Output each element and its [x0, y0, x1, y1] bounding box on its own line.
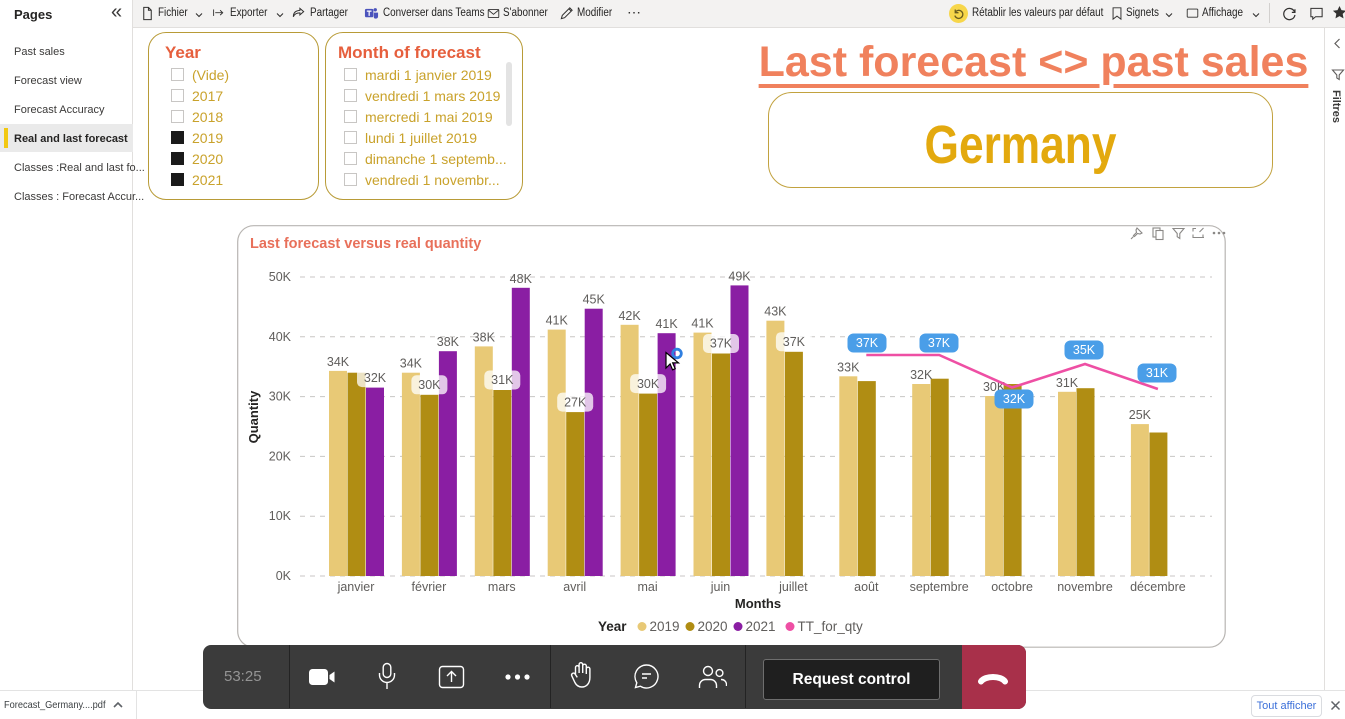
svg-text:juillet: juillet [778, 580, 808, 594]
svg-text:31K: 31K [1056, 376, 1079, 390]
svg-text:Months: Months [735, 596, 781, 611]
svg-text:mars: mars [488, 580, 516, 594]
svg-text:33K: 33K [837, 360, 860, 374]
svg-text:0K: 0K [276, 569, 292, 583]
svg-text:40K: 40K [269, 330, 292, 344]
svg-text:mai: mai [638, 580, 658, 594]
svg-text:42K: 42K [618, 309, 641, 323]
svg-text:30K: 30K [637, 377, 660, 391]
svg-text:31K: 31K [491, 373, 514, 387]
svg-text:25K: 25K [1129, 408, 1152, 422]
svg-text:Year: Year [598, 619, 627, 634]
svg-text:32K: 32K [1003, 392, 1026, 406]
svg-text:10K: 10K [269, 509, 292, 523]
svg-text:38K: 38K [437, 335, 460, 349]
svg-text:TT_for_qty: TT_for_qty [798, 619, 864, 634]
svg-text:41K: 41K [546, 314, 569, 328]
svg-text:31K: 31K [1146, 366, 1169, 380]
svg-text:août: août [854, 580, 879, 594]
svg-text:45K: 45K [583, 293, 606, 307]
svg-text:février: février [412, 580, 447, 594]
svg-text:janvier: janvier [337, 580, 375, 594]
svg-text:32K: 32K [910, 368, 933, 382]
svg-text:Quantity: Quantity [246, 390, 261, 443]
svg-text:avril: avril [563, 580, 586, 594]
svg-text:41K: 41K [655, 317, 678, 331]
svg-text:27K: 27K [564, 395, 587, 409]
svg-text:34K: 34K [400, 357, 423, 371]
svg-text:juin: juin [710, 580, 731, 594]
svg-text:35K: 35K [1073, 343, 1096, 357]
svg-text:37K: 37K [928, 336, 951, 350]
svg-text:2019: 2019 [650, 619, 680, 634]
svg-text:Last forecast versus real quan: Last forecast versus real quantity [250, 236, 481, 252]
svg-text:20K: 20K [269, 449, 292, 463]
svg-text:30K: 30K [418, 378, 441, 392]
svg-text:43K: 43K [764, 305, 787, 319]
svg-text:37K: 37K [783, 335, 806, 349]
svg-text:50K: 50K [269, 270, 292, 284]
svg-text:décembre: décembre [1130, 580, 1186, 594]
svg-text:30K: 30K [269, 390, 292, 404]
svg-text:37K: 37K [710, 337, 733, 351]
svg-text:2020: 2020 [698, 619, 728, 634]
svg-text:41K: 41K [691, 317, 714, 331]
svg-text:37K: 37K [856, 336, 879, 350]
svg-text:32K: 32K [364, 371, 387, 385]
svg-text:38K: 38K [473, 330, 496, 344]
svg-text:2021: 2021 [746, 619, 776, 634]
svg-text:octobre: octobre [991, 580, 1033, 594]
svg-text:34K: 34K [327, 355, 350, 369]
svg-text:49K: 49K [728, 269, 751, 283]
svg-text:novembre: novembre [1057, 580, 1113, 594]
svg-text:septembre: septembre [910, 580, 969, 594]
svg-text:48K: 48K [510, 272, 533, 286]
